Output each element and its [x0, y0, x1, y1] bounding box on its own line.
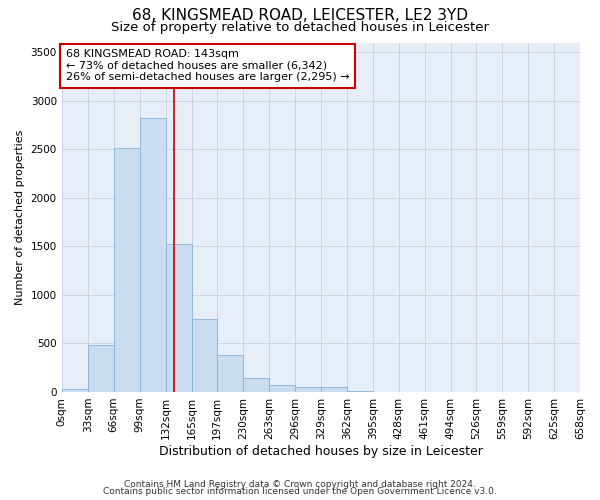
X-axis label: Distribution of detached houses by size in Leicester: Distribution of detached houses by size … — [159, 444, 483, 458]
Text: 68 KINGSMEAD ROAD: 143sqm
← 73% of detached houses are smaller (6,342)
26% of se: 68 KINGSMEAD ROAD: 143sqm ← 73% of detac… — [65, 50, 349, 82]
Bar — [62, 389, 88, 392]
Bar — [243, 378, 269, 392]
Bar — [140, 118, 166, 392]
Bar — [166, 244, 191, 392]
Bar — [295, 386, 321, 392]
Bar — [217, 354, 243, 392]
Y-axis label: Number of detached properties: Number of detached properties — [15, 130, 25, 305]
Text: Contains public sector information licensed under the Open Government Licence v3: Contains public sector information licen… — [103, 488, 497, 496]
Text: Size of property relative to detached houses in Leicester: Size of property relative to detached ho… — [111, 21, 489, 34]
Bar — [113, 148, 140, 392]
Bar — [88, 346, 113, 392]
Bar — [269, 385, 295, 392]
Text: Contains HM Land Registry data © Crown copyright and database right 2024.: Contains HM Land Registry data © Crown c… — [124, 480, 476, 489]
Bar — [191, 319, 217, 392]
Bar — [321, 386, 347, 392]
Text: 68, KINGSMEAD ROAD, LEICESTER, LE2 3YD: 68, KINGSMEAD ROAD, LEICESTER, LE2 3YD — [132, 8, 468, 22]
